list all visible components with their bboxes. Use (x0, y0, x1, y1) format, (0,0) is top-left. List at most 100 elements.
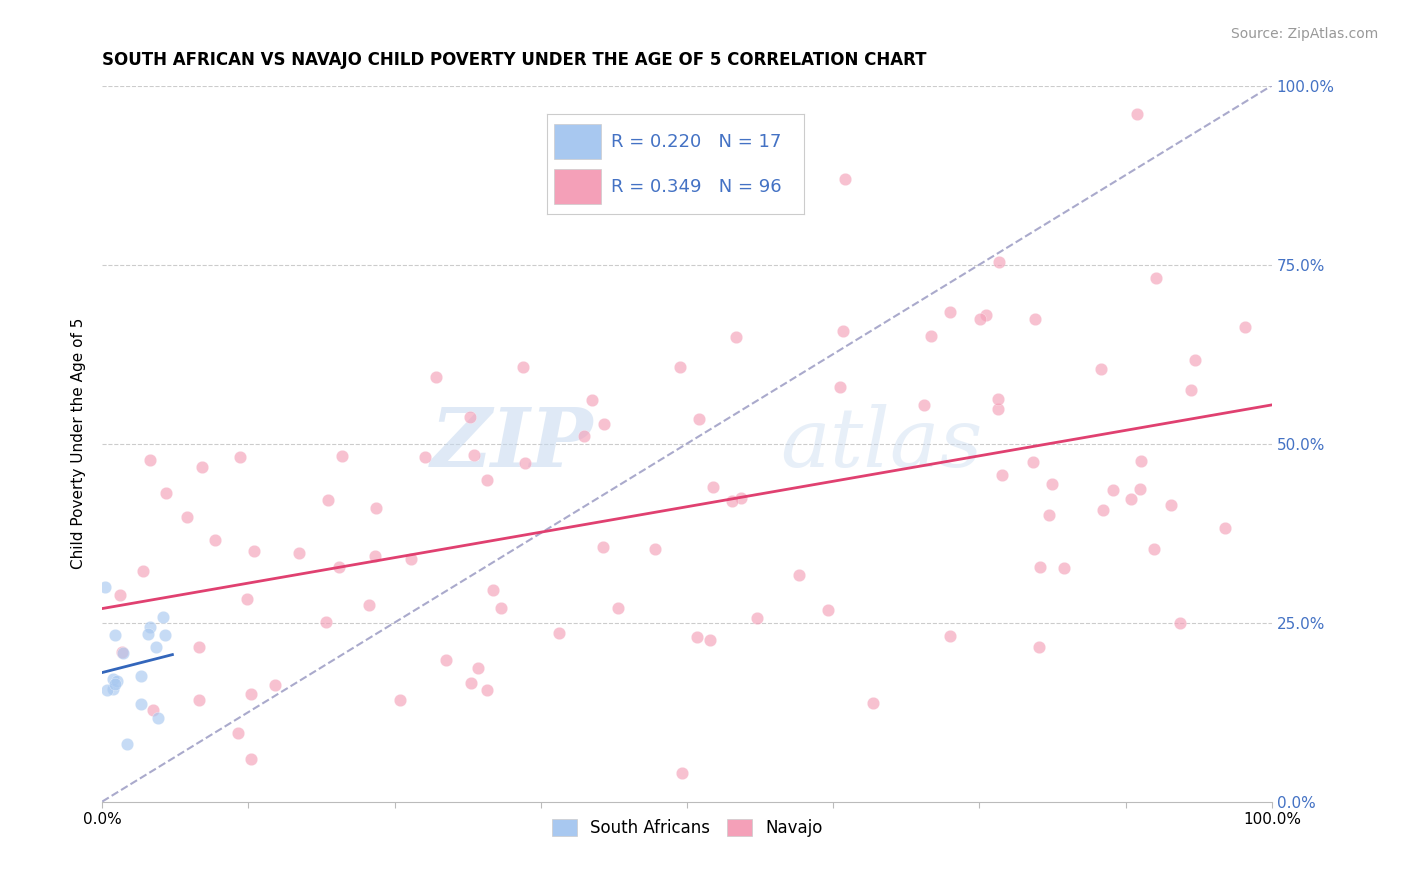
Point (593, 417, 616, 431)
Point (145, 640, 167, 654)
Point (153, 628, 176, 642)
Point (104, 677, 127, 691)
Point (229, 450, 252, 464)
Point (489, 601, 512, 615)
Text: atlas: atlas (780, 403, 983, 483)
Text: SOUTH AFRICAN VS NAVAJO CHILD POVERTY UNDER THE AGE OF 5 CORRELATION CHART: SOUTH AFRICAN VS NAVAJO CHILD POVERTY UN… (103, 51, 927, 69)
Point (243, 543, 266, 558)
Point (1028, 640, 1050, 654)
Point (139, 453, 162, 467)
Point (188, 640, 211, 654)
Point (1129, 482, 1152, 496)
Point (834, 171, 856, 186)
Point (460, 410, 482, 425)
Point (364, 549, 387, 563)
Point (357, 598, 380, 612)
Point (146, 711, 169, 725)
Point (1168, 616, 1191, 631)
Point (987, 401, 1010, 416)
Point (104, 628, 127, 642)
Point (467, 661, 489, 675)
Point (366, 500, 388, 515)
Point (187, 693, 209, 707)
Point (131, 669, 153, 683)
Point (671, 766, 693, 780)
Point (191, 459, 214, 474)
Point (747, 610, 769, 624)
Point (548, 626, 571, 640)
Point (103, 682, 125, 697)
Point (828, 380, 851, 394)
Point (644, 541, 666, 556)
Point (688, 412, 710, 426)
Point (176, 510, 198, 524)
Point (1130, 454, 1153, 468)
Point (1022, 454, 1045, 468)
Point (138, 619, 160, 633)
Point (1024, 312, 1046, 326)
Point (832, 324, 855, 338)
Point (1215, 521, 1237, 535)
Point (974, 308, 997, 322)
Point (425, 369, 447, 384)
Point (388, 692, 411, 706)
Point (240, 752, 263, 766)
Point (1040, 477, 1063, 491)
Point (287, 546, 309, 560)
Point (921, 328, 943, 343)
Point (513, 456, 536, 470)
Point (1160, 499, 1182, 513)
Y-axis label: Child Poverty Under the Age of 5: Child Poverty Under the Age of 5 (72, 318, 86, 569)
Point (724, 330, 747, 344)
Text: ZIP: ZIP (430, 403, 593, 483)
Point (328, 560, 350, 574)
Point (787, 568, 810, 582)
Text: Source: ZipAtlas.com: Source: ZipAtlas.com (1230, 27, 1378, 41)
Point (142, 703, 165, 717)
Point (96, 683, 118, 698)
Point (991, 467, 1014, 482)
Point (581, 393, 603, 408)
Point (721, 493, 744, 508)
Point (512, 360, 534, 375)
Point (463, 449, 485, 463)
Point (1090, 362, 1112, 376)
Point (482, 582, 505, 597)
Point (592, 540, 614, 554)
Point (132, 564, 155, 578)
Point (1038, 508, 1060, 522)
Point (817, 603, 839, 617)
Point (136, 627, 159, 641)
Point (912, 398, 935, 412)
Point (475, 473, 498, 487)
Point (988, 255, 1011, 269)
Point (204, 533, 226, 548)
Point (686, 630, 709, 644)
Point (475, 683, 498, 698)
Point (111, 646, 134, 660)
Point (699, 632, 721, 647)
Point (226, 725, 249, 739)
Point (434, 653, 457, 667)
Point (574, 429, 596, 443)
Point (240, 687, 263, 701)
Point (315, 615, 337, 629)
Point (413, 450, 436, 465)
Point (1234, 319, 1257, 334)
Point (264, 678, 287, 692)
Point (235, 591, 257, 606)
Point (939, 304, 962, 318)
Point (110, 588, 132, 602)
Point (1126, 107, 1149, 121)
Point (1029, 560, 1052, 574)
Point (1180, 383, 1202, 397)
Point (1119, 491, 1142, 506)
Point (607, 600, 630, 615)
Point (330, 449, 353, 463)
Point (129, 698, 152, 712)
Point (155, 486, 177, 500)
Point (316, 493, 339, 508)
Point (460, 675, 482, 690)
Point (93, 580, 115, 594)
Point (702, 480, 724, 494)
